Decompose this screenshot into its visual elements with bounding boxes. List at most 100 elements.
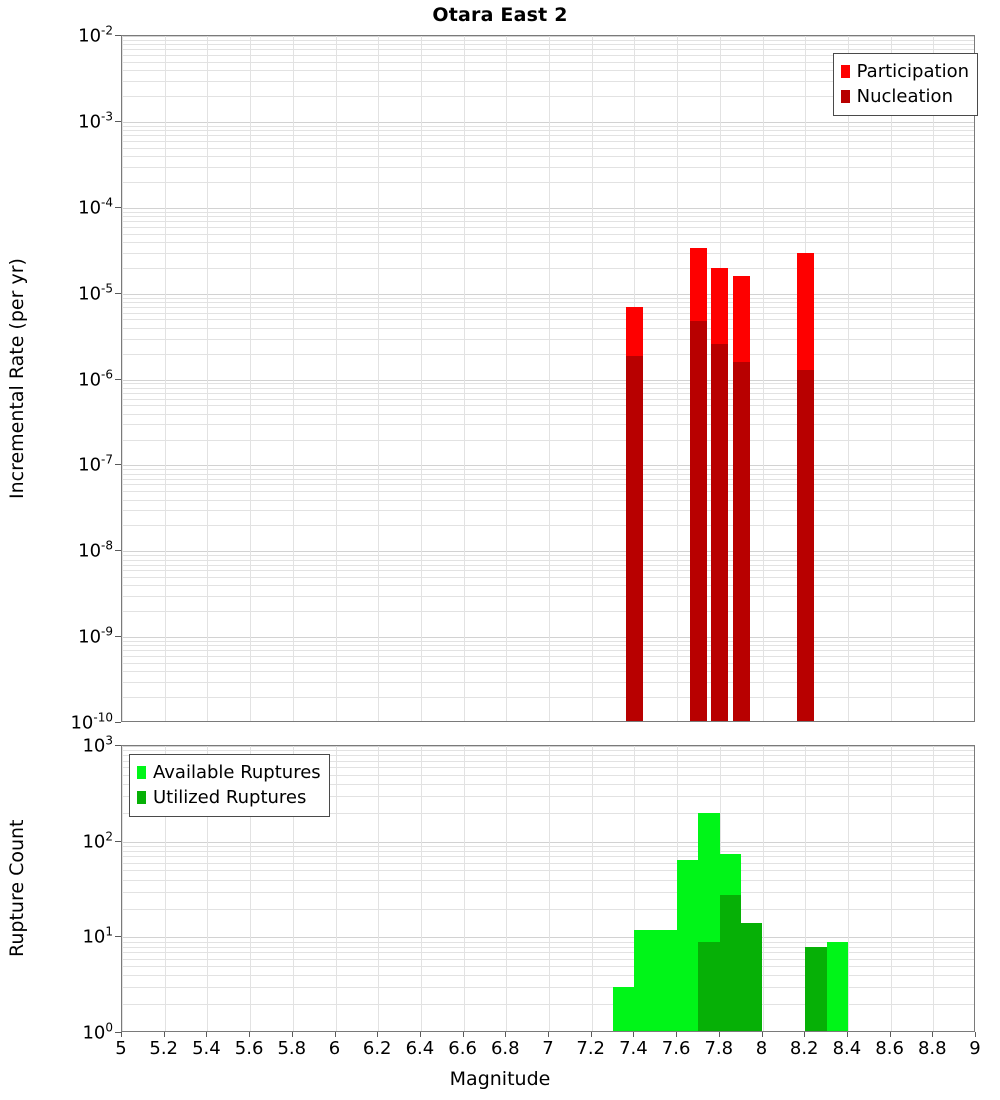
y-tick-label: 10-10	[70, 710, 113, 734]
x-tick-mark	[890, 1032, 891, 1037]
participation-bar	[625, 306, 643, 721]
top-panel-gridlines	[122, 36, 974, 721]
x-tick-label: 5.2	[149, 1038, 179, 1059]
x-tick-label: 7.2	[576, 1038, 606, 1059]
x-tick-mark	[463, 1032, 464, 1037]
y-tick-label: 103	[82, 733, 113, 757]
x-tick-mark	[975, 1032, 976, 1037]
x-tick-label: 8.6	[875, 1038, 904, 1059]
y-tick-mark	[115, 936, 121, 937]
bottom-panel-legend: Available Ruptures Utilized Ruptures	[129, 754, 330, 817]
utilized-ruptures-bar	[741, 923, 763, 1031]
y-tick-label: 10-3	[78, 109, 113, 133]
available-ruptures-bar	[634, 929, 656, 1031]
y-tick-mark	[115, 636, 121, 637]
top-panel-legend: Participation Nucleation	[832, 53, 978, 116]
nucleation-bar	[711, 343, 729, 721]
y-tick-label: 10-7	[78, 452, 113, 476]
x-tick-mark	[249, 1032, 250, 1037]
y-tick-label: 101	[82, 924, 113, 948]
x-tick-mark	[591, 1032, 592, 1037]
available-ruptures-bar	[655, 929, 678, 1031]
x-tick-label: 5.8	[277, 1038, 307, 1059]
available-ruptures-bar	[826, 941, 848, 1031]
x-tick-label: 7.4	[619, 1038, 648, 1059]
x-tick-label: 6.6	[448, 1038, 477, 1059]
y-tick-mark	[115, 745, 121, 746]
bottom-panel-y-axis-label: Rupture Count	[6, 819, 28, 958]
x-tick-mark	[633, 1032, 634, 1037]
x-tick-label: 8.4	[832, 1038, 862, 1059]
x-tick-mark	[847, 1032, 848, 1037]
x-axis-label: Magnitude	[449, 1068, 551, 1090]
y-tick-label: 100	[82, 1020, 113, 1044]
participation-bar	[689, 247, 707, 721]
legend-label-available-ruptures: Available Ruptures	[153, 761, 321, 783]
x-tick-mark	[206, 1032, 207, 1037]
y-tick-label: 102	[82, 829, 113, 853]
x-tick-mark	[676, 1032, 677, 1037]
available-ruptures-bar	[613, 987, 635, 1031]
y-tick-mark	[115, 379, 121, 380]
available-ruptures-bar	[741, 923, 763, 1031]
legend-label-participation: Participation	[856, 60, 969, 82]
y-tick-mark	[115, 722, 121, 723]
y-tick-mark	[115, 121, 121, 122]
legend-item-available-ruptures: Available Ruptures	[137, 760, 321, 785]
available-ruptures-bar	[719, 853, 742, 1031]
y-tick-mark	[115, 464, 121, 465]
nucleation-swatch-icon	[840, 90, 850, 103]
available-ruptures-bar	[805, 946, 827, 1031]
available-ruptures-bar	[698, 812, 720, 1031]
available-ruptures-swatch-icon	[137, 766, 146, 779]
x-tick-label: 7.8	[704, 1038, 734, 1059]
y-tick-mark	[115, 550, 121, 551]
x-tick-label: 7	[542, 1038, 554, 1059]
x-tick-label: 6.2	[362, 1038, 392, 1059]
utilized-ruptures-swatch-icon	[137, 791, 146, 804]
y-tick-label: 10-5	[78, 281, 113, 305]
y-tick-label: 10-2	[78, 23, 113, 47]
participation-bar	[796, 252, 814, 721]
legend-item-participation: Participation	[840, 59, 969, 84]
incremental-rate-panel	[121, 35, 975, 722]
x-tick-mark	[420, 1032, 421, 1037]
x-tick-label: 5.4	[192, 1038, 221, 1059]
x-tick-label: 7.6	[661, 1038, 691, 1059]
legend-label-utilized-ruptures: Utilized Ruptures	[153, 786, 307, 808]
x-tick-mark	[804, 1032, 805, 1037]
x-tick-mark	[335, 1032, 336, 1037]
nucleation-bar	[796, 369, 814, 721]
available-ruptures-bar	[677, 859, 699, 1031]
x-tick-mark	[932, 1032, 933, 1037]
x-tick-mark	[762, 1032, 763, 1037]
x-tick-mark	[164, 1032, 165, 1037]
top-panel-bars	[122, 36, 974, 721]
x-tick-mark	[292, 1032, 293, 1037]
nucleation-bar	[625, 355, 643, 721]
utilized-ruptures-bar	[698, 941, 720, 1031]
x-tick-mark	[548, 1032, 549, 1037]
x-tick-label: 6.4	[405, 1038, 435, 1059]
y-tick-mark	[115, 207, 121, 208]
x-tick-label: 6	[328, 1038, 341, 1059]
x-tick-mark	[719, 1032, 720, 1037]
nucleation-bar	[732, 361, 750, 721]
y-tick-mark	[115, 293, 121, 294]
legend-item-nucleation: Nucleation	[840, 84, 969, 109]
page-title: Otara East 2	[432, 4, 568, 26]
x-tick-label: 5	[115, 1038, 127, 1059]
y-tick-label: 10-6	[78, 367, 113, 390]
x-tick-mark	[505, 1032, 506, 1037]
participation-bar	[711, 267, 729, 721]
utilized-ruptures-bar	[805, 946, 827, 1031]
y-tick-label: 10-4	[78, 195, 113, 219]
y-tick-mark	[115, 1032, 121, 1033]
nucleation-bar	[689, 320, 707, 721]
participation-swatch-icon	[840, 65, 850, 78]
y-tick-mark	[115, 35, 121, 36]
x-tick-label: 8.2	[789, 1038, 819, 1059]
top-panel-y-axis-label: Incremental Rate (per yr)	[6, 258, 28, 499]
x-tick-label: 6.8	[490, 1038, 520, 1059]
